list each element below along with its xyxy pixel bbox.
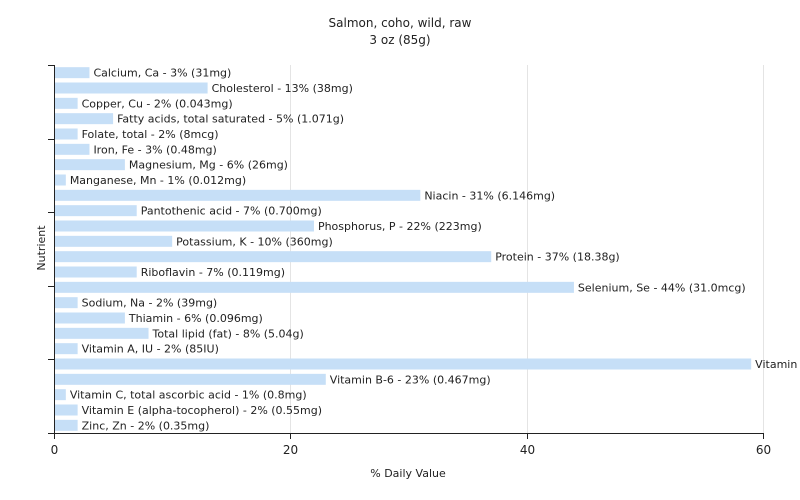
bar (54, 281, 574, 293)
bar-label: Riboflavin - 7% (0.119mg) (141, 266, 285, 279)
bar-label: Selenium, Se - 44% (31.0mcg) (578, 281, 746, 294)
bar-label: Thiamin - 6% (0.096mg) (128, 312, 263, 325)
x-tick-label: 40 (520, 443, 535, 457)
bar-label: Potassium, K - 10% (360mg) (176, 235, 333, 248)
bar-label: Calcium, Ca - 3% (31mg) (93, 67, 231, 80)
bar-label: Manganese, Mn - 1% (0.012mg) (70, 174, 246, 187)
bar (54, 82, 208, 94)
bar (54, 205, 137, 217)
bar (54, 343, 78, 355)
bar-label: Niacin - 31% (6.146mg) (424, 189, 555, 202)
bar (54, 404, 78, 416)
bar-label: Protein - 37% (18.38g) (495, 251, 620, 264)
bar-label: Folate, total - 2% (8mcg) (82, 128, 219, 141)
bar-label: Zinc, Zn - 2% (0.35mg) (82, 419, 210, 432)
bar (54, 143, 90, 155)
bars-group: Calcium, Ca - 3% (31mg) Cholesterol - 13%… (54, 67, 800, 432)
bar (54, 373, 326, 385)
bar (54, 266, 137, 278)
bar-label: Phosphorus, P - 22% (223mg) (318, 220, 482, 233)
bar-label: Vitamin E (alpha-tocopherol) - 2% (0.55m… (82, 404, 322, 417)
bar (54, 159, 125, 171)
bar-label: Copper, Cu - 2% (0.043mg) (82, 97, 233, 110)
x-axis-label: % Daily Value (370, 467, 446, 480)
chart-subtitle: 3 oz (85g) (369, 33, 430, 47)
x-tick-label: 60 (756, 443, 771, 457)
bar-label: Vitamin A, IU - 2% (85IU) (82, 343, 219, 356)
bar (54, 312, 125, 324)
bar (54, 389, 66, 401)
bar (54, 251, 492, 263)
bar-label: Vitamin B-12 - 59% (3.54mcg) (755, 358, 800, 371)
gridlines (290, 65, 764, 433)
bar (54, 358, 752, 370)
bar (54, 220, 314, 232)
bar (54, 174, 66, 186)
bar-label: Total lipid (fat) - 8% (5.04g) (152, 327, 304, 340)
bar (54, 113, 114, 125)
bar (54, 97, 78, 109)
y-axis-label: Nutrient (35, 225, 48, 271)
bar-label: Sodium, Na - 2% (39mg) (82, 297, 218, 310)
bar (54, 419, 78, 431)
bar (54, 128, 78, 140)
bar-label: Pantothenic acid - 7% (0.700mg) (141, 205, 322, 218)
bar-label: Vitamin C, total ascorbic acid - 1% (0.8… (70, 389, 307, 402)
bar (54, 67, 90, 79)
chart-title: Salmon, coho, wild, raw (329, 16, 472, 30)
bar (54, 189, 421, 201)
bar-label: Fatty acids, total saturated - 5% (1.071… (117, 113, 344, 126)
bar (54, 297, 78, 309)
bar (54, 235, 173, 247)
x-tick-label: 20 (283, 443, 298, 457)
bar-label: Iron, Fe - 3% (0.48mg) (93, 143, 216, 156)
bar-label: Cholesterol - 13% (38mg) (212, 82, 353, 95)
bar (54, 327, 149, 339)
bar-label: Magnesium, Mg - 6% (26mg) (129, 159, 288, 172)
axes: 0 20 40 60 (48, 65, 771, 457)
x-tick-label: 0 (51, 443, 59, 457)
bar-label: Vitamin B-6 - 23% (0.467mg) (330, 373, 491, 386)
